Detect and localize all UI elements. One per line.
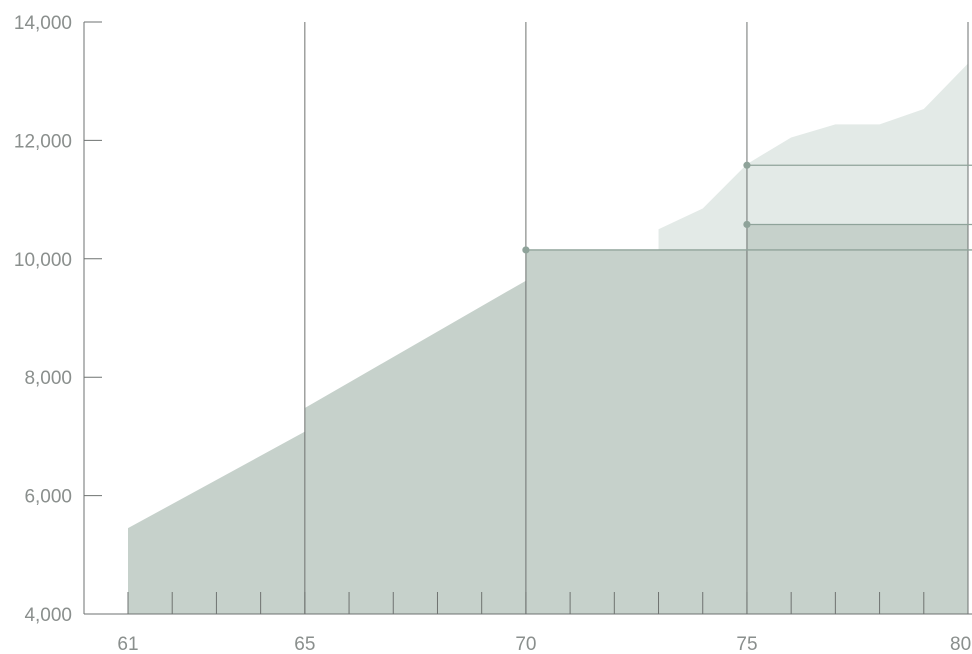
x-tick-label: 80 [950, 634, 971, 654]
y-tick-label: 6,000 [24, 487, 72, 508]
data-point-marker [522, 246, 530, 254]
x-tick-label: 75 [736, 634, 757, 654]
tick-labels: 4,000 6,000 8,000 10,000 12,000 14,000 61 65 70 7… [14, 13, 971, 654]
axes [83, 21, 972, 615]
chart-areas [128, 63, 968, 614]
vertical-grid-lines [304, 22, 969, 614]
y-tick-label: 14,000 [14, 13, 72, 34]
data-point-marker [743, 161, 751, 169]
y-tick-label: 12,000 [14, 131, 72, 152]
area-dark-area [128, 192, 968, 614]
x-tick-label: 61 [117, 634, 138, 654]
y-tick-label: 8,000 [24, 368, 72, 389]
x-tick-label: 70 [515, 634, 536, 654]
markers [522, 161, 751, 254]
y-tick-label: 10,000 [14, 250, 72, 271]
reference-lines [525, 164, 972, 251]
x-tick-label: 65 [294, 634, 315, 654]
data-point-marker [743, 220, 751, 229]
y-tick-label: 4,000 [24, 605, 72, 626]
